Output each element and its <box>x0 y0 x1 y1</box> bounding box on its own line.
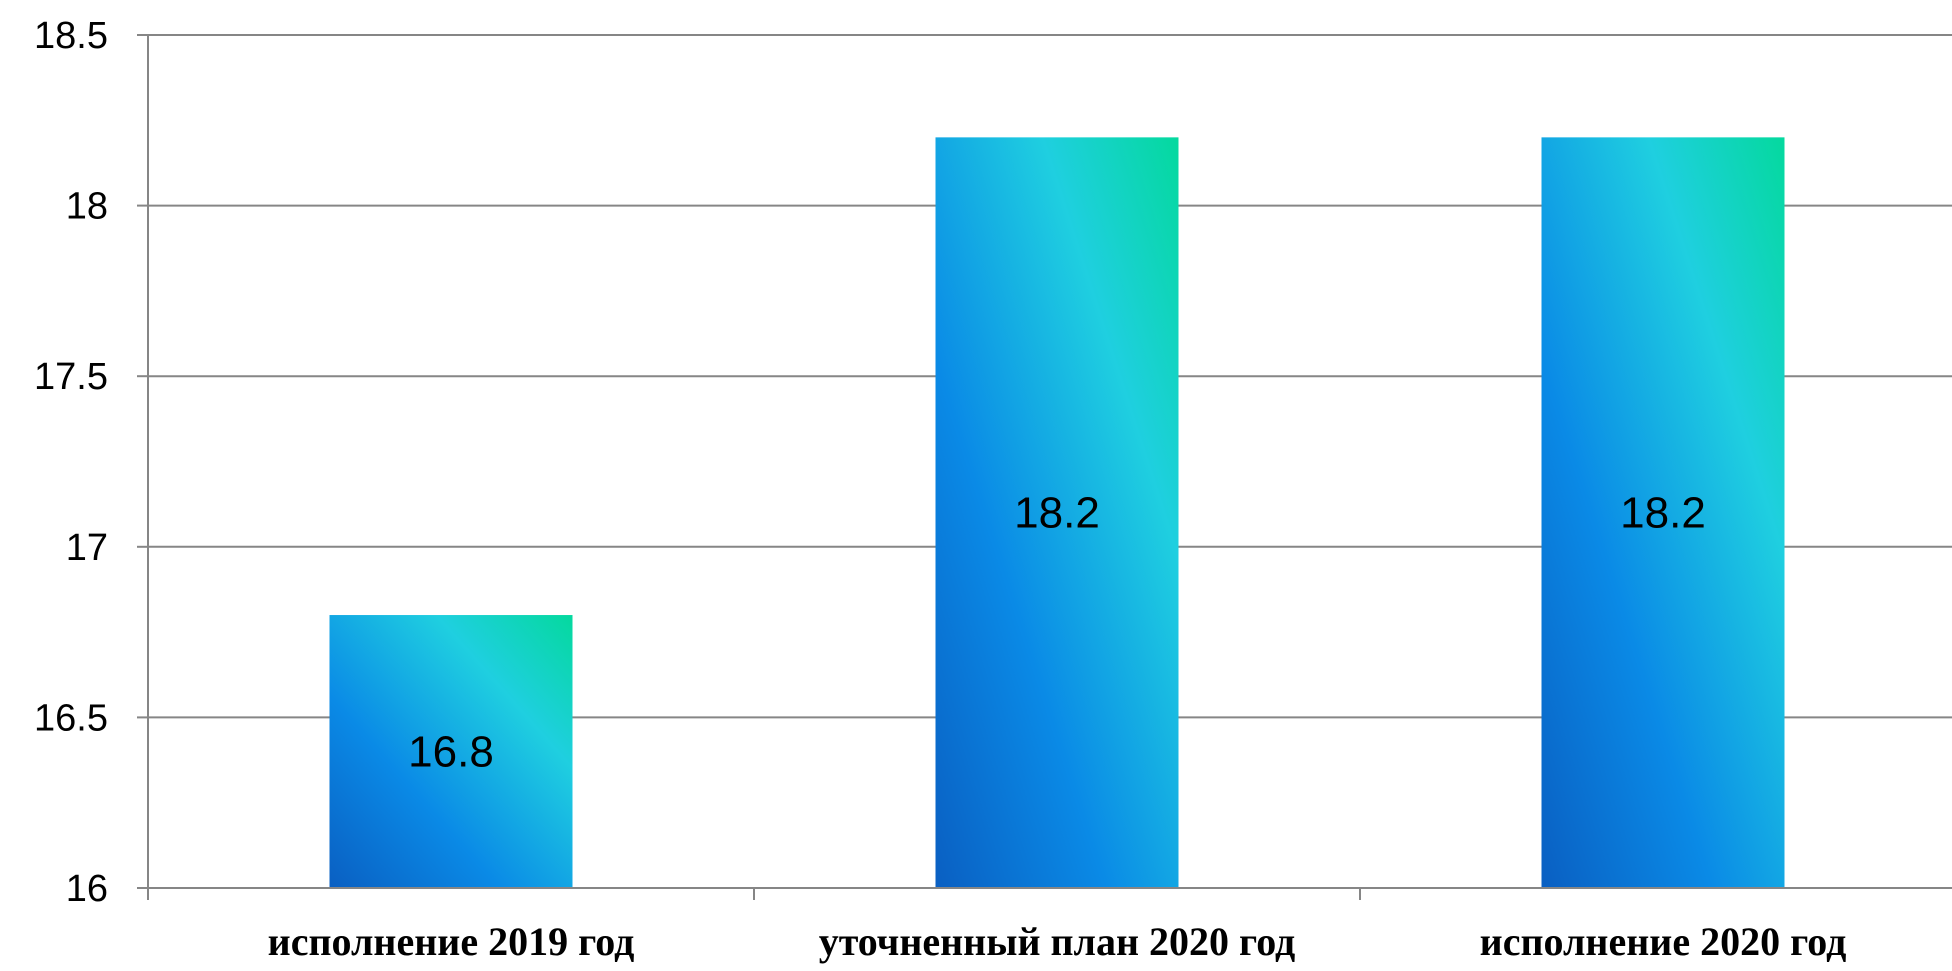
y-tick-label: 17 <box>66 527 108 569</box>
data-label: 16.8 <box>408 728 494 777</box>
x-tick-label: исполнение 2019 год <box>268 919 635 964</box>
bar <box>935 137 1179 889</box>
y-tick-label: 16.5 <box>34 697 108 739</box>
data-label: 18.2 <box>1620 489 1706 538</box>
y-tick-label: 18 <box>66 186 108 228</box>
y-tick-label: 18.5 <box>34 15 108 57</box>
x-tick-label: исполнение 2020 год <box>1480 919 1847 964</box>
bars <box>329 137 1785 889</box>
labels: 16 16.5 17 17.5 18 18.5 16.8 исполнение 2019 го… <box>34 15 1846 964</box>
axes <box>137 34 1952 900</box>
bar <box>329 615 573 888</box>
data-label: 18.2 <box>1014 489 1100 538</box>
y-tick-label: 16 <box>66 868 108 910</box>
x-tick-label: уточненный план 2020 год <box>819 919 1296 964</box>
y-tick-label: 17.5 <box>34 356 108 398</box>
bar <box>1541 137 1785 889</box>
